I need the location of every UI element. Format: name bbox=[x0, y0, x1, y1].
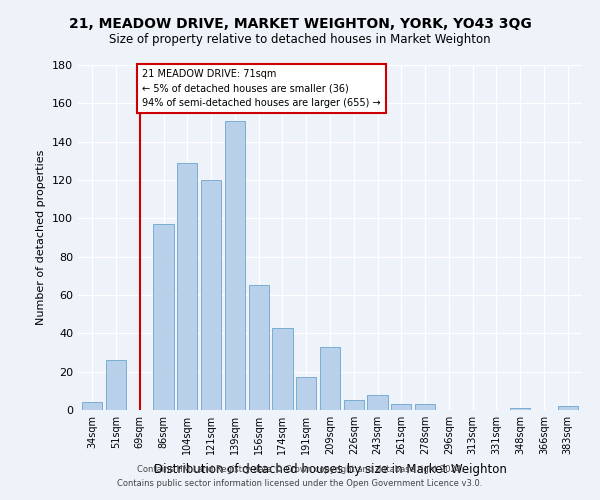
Bar bbox=[154, 224, 173, 410]
Bar bbox=[557, 406, 578, 410]
Bar bbox=[391, 404, 412, 410]
Bar bbox=[344, 400, 364, 410]
Bar bbox=[367, 394, 388, 410]
Text: Contains HM Land Registry data © Crown copyright and database right 2024.
Contai: Contains HM Land Registry data © Crown c… bbox=[118, 466, 482, 487]
Bar bbox=[320, 347, 340, 410]
Y-axis label: Number of detached properties: Number of detached properties bbox=[37, 150, 46, 325]
Bar bbox=[106, 360, 126, 410]
Bar bbox=[415, 404, 435, 410]
Bar bbox=[225, 120, 245, 410]
Bar bbox=[296, 378, 316, 410]
Bar bbox=[248, 286, 269, 410]
X-axis label: Distribution of detached houses by size in Market Weighton: Distribution of detached houses by size … bbox=[154, 462, 506, 475]
Bar bbox=[510, 408, 530, 410]
Text: 21 MEADOW DRIVE: 71sqm
← 5% of detached houses are smaller (36)
94% of semi-deta: 21 MEADOW DRIVE: 71sqm ← 5% of detached … bbox=[142, 69, 381, 108]
Text: 21, MEADOW DRIVE, MARKET WEIGHTON, YORK, YO43 3QG: 21, MEADOW DRIVE, MARKET WEIGHTON, YORK,… bbox=[68, 18, 532, 32]
Bar bbox=[272, 328, 293, 410]
Text: Size of property relative to detached houses in Market Weighton: Size of property relative to detached ho… bbox=[109, 32, 491, 46]
Bar bbox=[177, 163, 197, 410]
Bar bbox=[82, 402, 103, 410]
Bar bbox=[201, 180, 221, 410]
